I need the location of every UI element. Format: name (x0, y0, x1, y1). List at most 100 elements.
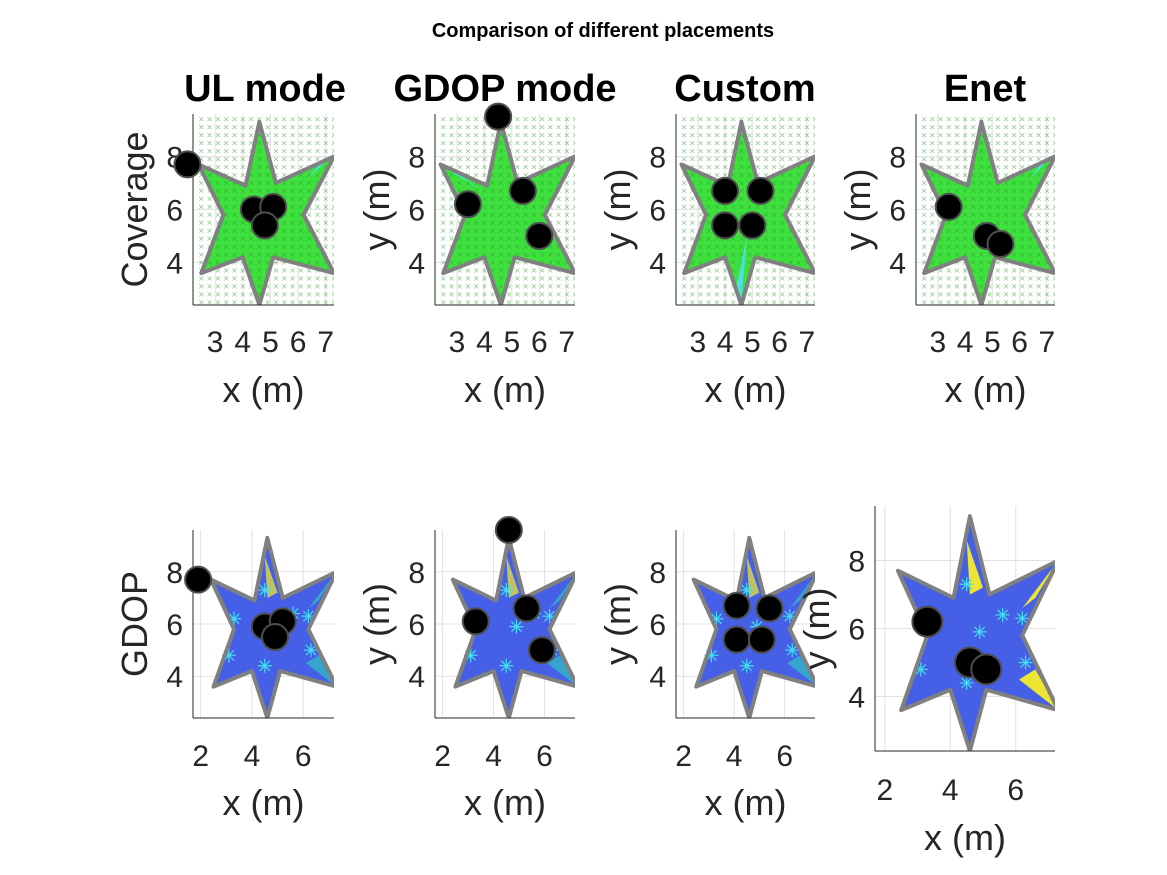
y-tick-label: 4 (166, 661, 183, 694)
subplot-gdop-4: 2 4 6 4 6 8 x (m) y (m) (796, 506, 1055, 858)
test-point (221, 648, 236, 663)
y-tick-label: 6 (649, 609, 666, 642)
x-tick-label: 5 (262, 326, 279, 359)
figure-title: Comparison of different placements (432, 20, 774, 42)
room-outline (438, 119, 575, 305)
x-tick-label: 6 (531, 326, 548, 359)
x-tick-label: 5 (984, 326, 1001, 359)
y-tick-label: 6 (166, 609, 183, 642)
x-tick-label: 6 (290, 326, 307, 359)
gdop-high-region (789, 575, 815, 609)
y-tick-label: 6 (848, 614, 865, 647)
x-axis-label: x (m) (705, 782, 787, 823)
y-tick-label: 4 (649, 661, 666, 694)
x-axis-label: x (m) (705, 369, 787, 410)
y-tick-label: 8 (408, 141, 425, 174)
y-tick-label: 4 (649, 248, 666, 281)
anchor-point (184, 565, 213, 594)
anchor-point (250, 211, 279, 240)
y-axis-label: y (m) (597, 169, 638, 251)
test-point (739, 658, 754, 673)
x-tick-label: 6 (295, 740, 312, 773)
column-title: Enet (944, 68, 1027, 110)
test-point (303, 643, 318, 658)
anchor-point (911, 605, 944, 638)
y-tick-label: 8 (166, 557, 183, 590)
x-tick-label: 6 (1011, 326, 1028, 359)
y-axis-label: y (m) (356, 583, 397, 665)
y-tick-label: 4 (848, 682, 865, 715)
x-axis-label: x (m) (464, 369, 546, 410)
anchor-point (527, 636, 556, 665)
room-outline (679, 119, 815, 305)
room-outline (450, 535, 575, 718)
test-point (509, 619, 524, 634)
anchor-point (711, 176, 740, 205)
x-tick-label: 3 (929, 326, 946, 359)
test-point (785, 643, 800, 658)
test-point (1015, 611, 1030, 626)
x-tick-label: 4 (485, 740, 502, 773)
anchor-point (508, 176, 537, 205)
anchor-point (461, 607, 490, 636)
test-point (782, 609, 797, 624)
room-outline (919, 119, 1055, 305)
anchor-point (525, 222, 554, 251)
y-axis-label: y (m) (597, 583, 638, 665)
x-tick-label: 4 (476, 326, 493, 359)
subplot-gdop-2: 2 4 6 4 6 8 x (m) y (m) (356, 516, 575, 823)
x-axis-label: x (m) (464, 782, 546, 823)
y-tick-label: 6 (166, 195, 183, 228)
test-point (959, 675, 974, 690)
y-tick-label: 4 (408, 661, 425, 694)
test-point (463, 648, 478, 663)
gdop-high-region (1022, 564, 1055, 609)
test-point (709, 611, 724, 626)
y-tick-label: 6 (408, 609, 425, 642)
test-point (913, 662, 928, 677)
anchor-point (747, 625, 776, 654)
x-tick-label: 6 (771, 326, 788, 359)
anchor-point (738, 211, 767, 240)
anchor-point (173, 150, 202, 179)
x-tick-label: 2 (192, 740, 209, 773)
test-point (301, 609, 316, 624)
x-tick-label: 3 (207, 326, 224, 359)
anchor-point (484, 102, 513, 131)
test-point (257, 658, 272, 673)
test-point (499, 658, 514, 673)
x-tick-label: 7 (798, 326, 815, 359)
y-tick-label: 8 (649, 557, 666, 590)
x-tick-label: 2 (675, 740, 692, 773)
anchor-point (494, 516, 523, 544)
test-point (1018, 655, 1033, 670)
coverage-gap (443, 167, 479, 189)
y-axis-label: y (m) (796, 588, 837, 670)
gdop-high-region (305, 655, 334, 685)
x-tick-label: 4 (726, 740, 743, 773)
x-axis-label: x (m) (945, 369, 1027, 410)
y-axis-label: y (m) (356, 169, 397, 251)
y-tick-label: 4 (408, 248, 425, 281)
gdop-high-region (1019, 669, 1055, 708)
test-point (704, 648, 719, 663)
gdop-high-region (547, 655, 575, 685)
column-title: Custom (674, 68, 815, 110)
room-outline (691, 535, 815, 718)
test-point (959, 577, 974, 592)
y-axis-label: y (m) (837, 169, 878, 251)
y-axis-label: Coverage (114, 131, 155, 287)
x-tick-label: 7 (317, 326, 334, 359)
x-tick-label: 6 (536, 740, 553, 773)
x-tick-label: 5 (504, 326, 521, 359)
anchor-point (722, 591, 751, 620)
room-outline (895, 514, 1055, 751)
anchor-point (970, 653, 1003, 686)
x-tick-label: 6 (1007, 774, 1024, 807)
anchor-point (934, 192, 963, 221)
y-tick-label: 6 (408, 195, 425, 228)
